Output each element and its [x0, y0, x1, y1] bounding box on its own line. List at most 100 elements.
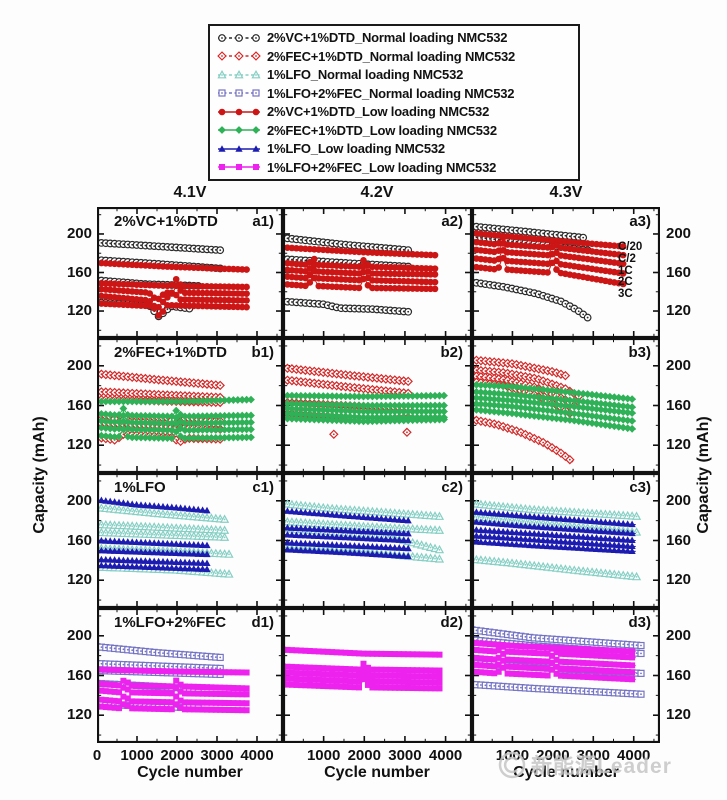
- ytick-left-row2-120: 120: [66, 436, 92, 454]
- circle-filled-marker-icon: [218, 108, 260, 115]
- panel-a1: 2%VC+1%DTD a1): [97, 207, 283, 338]
- ytick-left-row2-200: 200: [66, 356, 92, 374]
- legend-label-1: 2%FEC+1%DTD_Normal loading NMC532: [267, 48, 516, 64]
- panel-b3-plot: [472, 338, 660, 473]
- xtick-col1-1000: 1000: [120, 747, 154, 764]
- column-header-4.3v: 4.3V: [549, 184, 583, 201]
- ytick-left-row1-200: 200: [66, 224, 92, 242]
- ytick-right-row1-160: 160: [666, 263, 692, 281]
- ytick-right-row4-160: 160: [666, 666, 692, 684]
- circle-open-marker-icon: [218, 34, 260, 42]
- panel-c1-row-title: 1%LFO: [114, 479, 166, 496]
- legend-label-5: 2%FEC+1%DTD_Low loading NMC532: [267, 122, 497, 138]
- triangle-filled-marker-icon: [218, 144, 260, 152]
- c-rate-label-2c: 2C: [618, 276, 633, 288]
- legend-label-7: 1%LFO+2%FEC_Low loading NMC532: [267, 159, 497, 175]
- panel-b1: 2%FEC+1%DTD b1): [97, 338, 283, 473]
- legend-entry-2: 1%LFO_Normal loading NMC532: [216, 66, 574, 83]
- panel-c2-label: c2): [441, 479, 463, 496]
- triangle-open-marker-icon: [217, 69, 261, 79]
- legend-label-4: 2%VC+1%DTD_Low loading NMC532: [267, 104, 490, 120]
- panel-a2-label: a2): [441, 213, 463, 230]
- panel-a2: a2): [283, 207, 472, 338]
- panel-c3-plot: [472, 473, 660, 608]
- c-rate-label-c20: C/20: [618, 241, 643, 253]
- panel-d1-row-title: 1%LFO+2%FEC: [114, 614, 227, 631]
- legend-entry-4: 2%VC+1%DTD_Low loading NMC532: [216, 103, 574, 120]
- y-axis-title-left: Capacity (mAh): [31, 416, 48, 534]
- ytick-right-row4-120: 120: [666, 706, 692, 724]
- xtick-col1-3000: 3000: [200, 747, 234, 764]
- panel-b1-plot: [97, 338, 283, 473]
- panel-d3: d3): [472, 608, 660, 743]
- c-rate-label-1c: 1C: [618, 265, 633, 277]
- watermark: 新能源Leader: [497, 750, 672, 780]
- panel-a3-plot: [472, 207, 660, 338]
- xtick-col2-4000: 4000: [428, 747, 463, 764]
- column-header-4.1v: 4.1V: [173, 184, 207, 201]
- panel-d2-label: d2): [440, 614, 464, 631]
- panel-c1-label: c1): [252, 479, 274, 496]
- panel-c3: c3): [472, 473, 660, 608]
- panel-c2-plot: [283, 473, 472, 608]
- xtick-col1-2000: 2000: [160, 747, 194, 764]
- panel-b2: b2): [283, 338, 472, 473]
- square-open-marker-icon: [218, 89, 260, 97]
- panel-d1-plot: [97, 608, 283, 743]
- watermark-logo-icon: [498, 751, 526, 779]
- legend-label-0: 2%VC+1%DTD_Normal loading NMC532: [267, 30, 508, 46]
- x-axis-title-col1: Cycle number: [137, 764, 243, 781]
- xtick-col3-2000: 2000: [536, 747, 570, 764]
- panel-c2: c2): [283, 473, 472, 608]
- legend-entry-6: 1%LFO_Low loading NMC532: [216, 140, 574, 157]
- legend-entry-1: 2%FEC+1%DTD_Normal loading NMC532: [216, 48, 574, 65]
- xtick-col3-4000: 4000: [617, 747, 651, 764]
- ytick-right-row3-160: 160: [666, 531, 692, 549]
- panel-b2-label: b2): [440, 344, 464, 361]
- ytick-right-row2-120: 120: [666, 436, 692, 454]
- panel-a1-label: a1): [252, 213, 274, 230]
- panel-a1-row-title: 2%VC+1%DTD: [114, 213, 218, 230]
- legend-entry-7: 1%LFO+2%FEC_Low loading NMC532: [216, 159, 574, 176]
- ytick-right-row1-120: 120: [666, 302, 692, 320]
- xtick-col1-4000: 4000: [240, 747, 274, 764]
- legend-entry-5: 2%FEC+1%DTD_Low loading NMC532: [216, 122, 574, 139]
- ytick-left-row2-160: 160: [66, 396, 92, 414]
- panel-d2-plot: [283, 608, 472, 743]
- panel-a3-label: a3): [629, 213, 651, 230]
- panel-d3-label: d3): [628, 614, 652, 631]
- panel-b3: b3): [472, 338, 660, 473]
- square-filled-marker-icon: [218, 164, 260, 170]
- xtick-col2-3000: 3000: [388, 747, 422, 764]
- legend-label-2: 1%LFO_Normal loading NMC532: [267, 67, 464, 83]
- ytick-left-row4-120: 120: [66, 706, 92, 724]
- ytick-left-row3-200: 200: [66, 491, 92, 509]
- ytick-right-row2-200: 200: [666, 356, 692, 374]
- panel-c1: 1%LFO c1): [97, 473, 283, 608]
- panel-b1-row-title: 2%FEC+1%DTD: [114, 344, 227, 361]
- panel-b3-label: b3): [628, 344, 652, 361]
- ytick-left-row3-160: 160: [66, 531, 92, 549]
- panel-a3: a3) C/20 C/2 1C 2C 3C: [472, 207, 660, 338]
- xtick-col3-1000: 1000: [495, 747, 530, 764]
- legend-box: 2%VC+1%DTD_Normal loading NMC532 2%FEC+1%…: [208, 24, 580, 181]
- diamond-open-marker-icon: [217, 51, 261, 62]
- xtick-col2-2000: 2000: [347, 747, 381, 764]
- xtick-col3-3000: 3000: [576, 747, 610, 764]
- panel-a2-plot: [283, 207, 472, 338]
- ytick-right-row1-200: 200: [666, 224, 692, 242]
- legend-entry-0: 2%VC+1%DTD_Normal loading NMC532: [216, 29, 574, 46]
- x-axis-title-col2: Cycle number: [324, 764, 430, 781]
- diamond-filled-marker-icon: [218, 126, 260, 135]
- legend-entry-3: 1%LFO+2%FEC_Normal loading NMC532: [216, 85, 574, 102]
- x-axis-title-col3: Cycle number: [513, 764, 619, 781]
- panel-c1-plot: [97, 473, 283, 608]
- xtick-col2-1000: 1000: [306, 747, 341, 764]
- c-rate-label-c2: C/2: [618, 253, 636, 265]
- panel-b1-label: b1): [251, 344, 275, 361]
- panel-d3-plot: [472, 608, 660, 743]
- ytick-right-row3-200: 200: [666, 491, 692, 509]
- panel-d2: d2): [283, 608, 472, 743]
- ytick-left-row3-120: 120: [66, 571, 92, 589]
